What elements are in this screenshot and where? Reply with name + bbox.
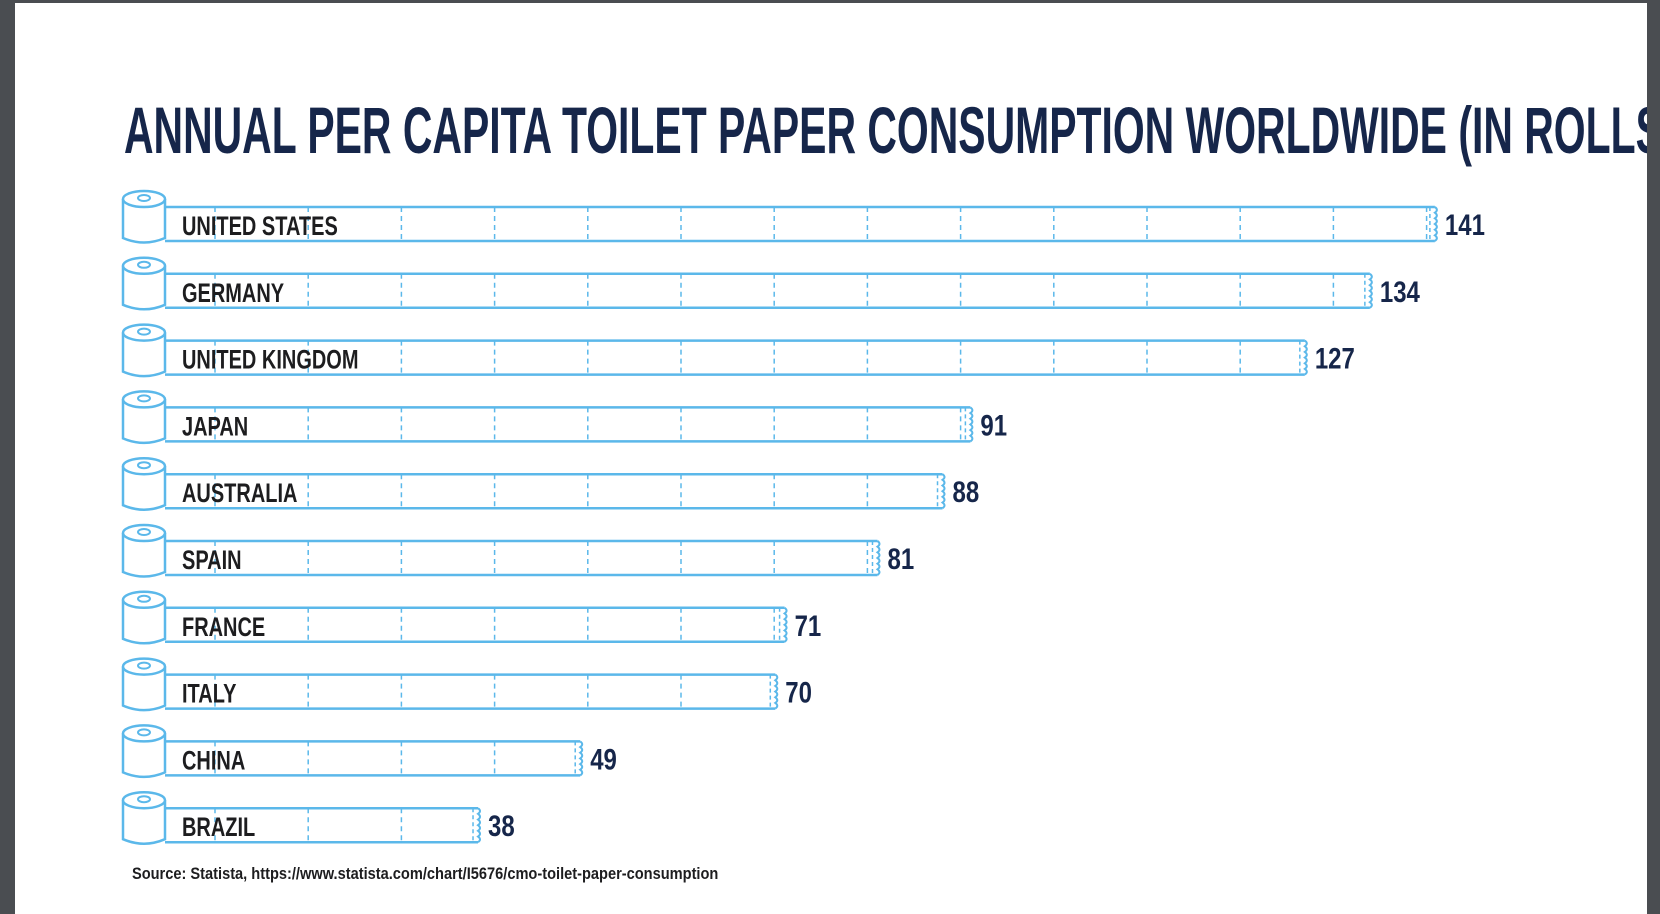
value-label: 70 (785, 675, 812, 709)
torn-edge (476, 807, 482, 844)
category-label: UNITED KINGDOM (182, 345, 358, 376)
value-label: 91 (980, 408, 1007, 442)
toilet-roll-icon (121, 523, 167, 578)
category-label: SPAIN (182, 545, 242, 576)
toilet-roll-icon (121, 657, 167, 712)
category-label: FRANCE (182, 612, 265, 643)
bar (165, 539, 878, 577)
value-label: 88 (953, 475, 980, 509)
source-note: Source: Statista, https://www.statista.c… (132, 865, 718, 883)
value-label: 49 (590, 742, 617, 776)
category-label: GERMANY (182, 278, 284, 309)
bar-chart: ANNUAL PER CAPITA TOILET PAPER CONSUMPTI… (121, 93, 1647, 883)
bar (165, 272, 1370, 310)
bar-row: UNITED STATES 141 (121, 189, 1485, 244)
toilet-roll-icon (121, 724, 167, 779)
torn-edge (940, 473, 946, 510)
category-label: CHINA (182, 746, 245, 777)
toilet-roll-icon (121, 456, 167, 511)
bar-row: JAPAN 91 (121, 390, 1007, 445)
bar-row: CHINA 49 (121, 724, 617, 779)
chart-page: ANNUAL PER CAPITA TOILET PAPER CONSUMPTI… (15, 3, 1647, 914)
bar-row: ITALY 70 (121, 657, 812, 712)
value-label: 71 (795, 608, 822, 642)
bar (165, 406, 971, 443)
bar-row: AUSTRALIA 88 (121, 456, 980, 511)
bar (165, 740, 581, 777)
toilet-roll-icon (121, 590, 167, 645)
torn-edge (1368, 272, 1373, 309)
bar (165, 673, 776, 710)
category-label: UNITED STATES (182, 211, 338, 242)
category-label: JAPAN (182, 412, 248, 443)
bar-row: SPAIN 81 (121, 523, 914, 578)
category-label: AUSTRALIA (182, 478, 297, 509)
bar (165, 472, 943, 510)
toilet-roll-icon (121, 189, 167, 244)
bar-row: BRAZIL 38 (121, 790, 515, 845)
chart-title: ANNUAL PER CAPITA TOILET PAPER CONSUMPTI… (124, 93, 1647, 168)
toilet-roll-icon (121, 323, 167, 378)
bar (165, 806, 479, 844)
toilet-roll-icon (121, 256, 167, 311)
bar (165, 205, 1435, 243)
bar-row: FRANCE 71 (121, 590, 822, 645)
torn-edge (578, 740, 584, 777)
bar-row: GERMANY 134 (121, 256, 1420, 311)
category-label: BRAZIL (182, 812, 255, 843)
toilet-roll-icon (121, 790, 167, 845)
bar (165, 339, 1305, 376)
torn-edge (773, 673, 779, 710)
torn-edge (1303, 339, 1308, 376)
value-label: 38 (488, 809, 515, 843)
value-label: 81 (887, 541, 914, 575)
value-label: 127 (1315, 341, 1355, 375)
category-label: ITALY (182, 679, 237, 710)
torn-edge (968, 406, 974, 443)
bars-group: UNITED STATES 141 GERMANY 134 UNITED KINGDOM… (121, 189, 1485, 845)
value-label: 134 (1380, 274, 1420, 308)
value-label: 141 (1445, 207, 1485, 241)
torn-edge (782, 606, 788, 643)
toilet-roll-icon (121, 390, 167, 445)
torn-edge (875, 540, 881, 576)
torn-edge (1433, 206, 1438, 242)
bar-row: UNITED KINGDOM 127 (121, 323, 1355, 378)
